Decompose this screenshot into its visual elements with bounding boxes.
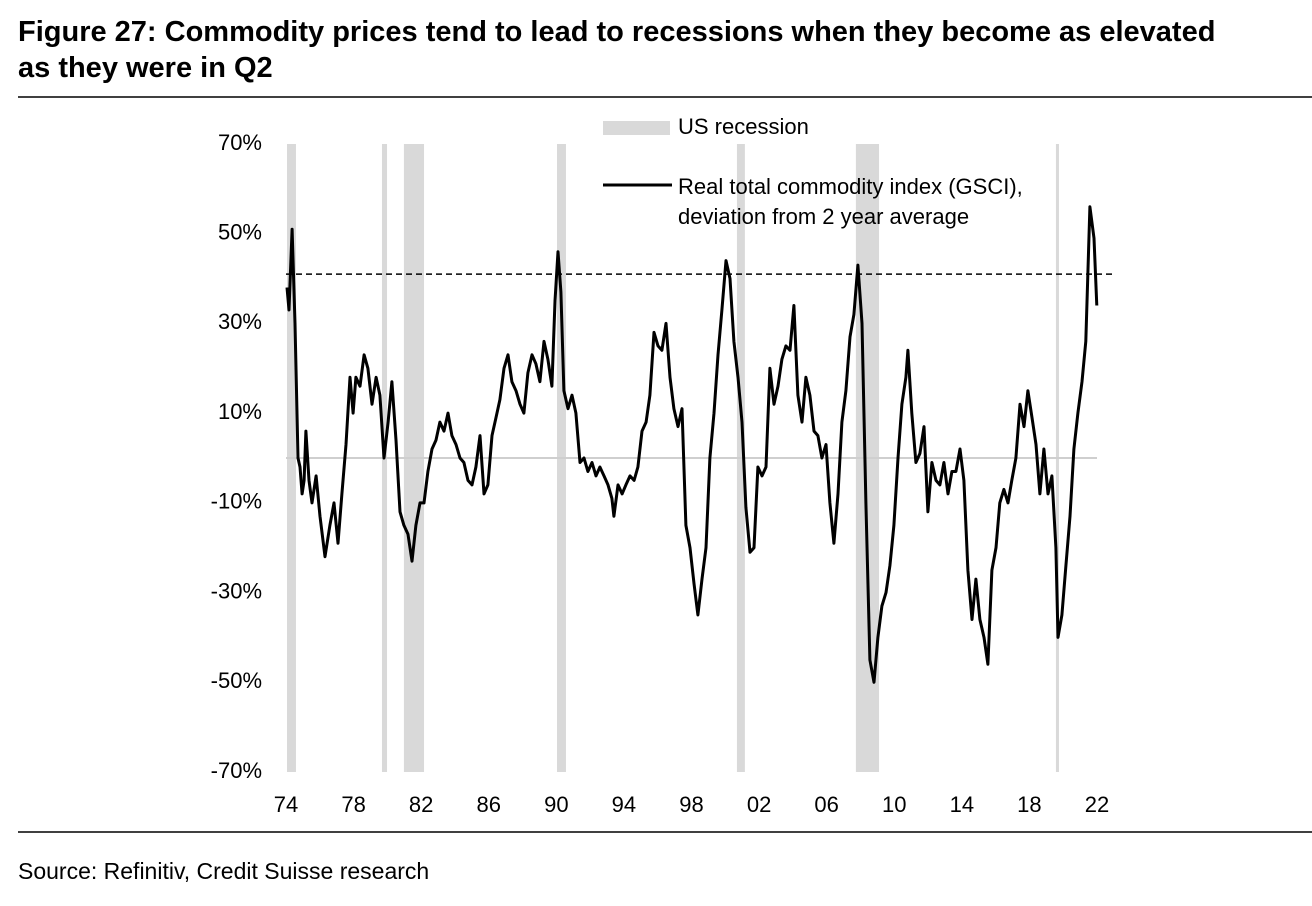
x-tick-label: 22 bbox=[1085, 792, 1109, 817]
y-tick-label: 50% bbox=[218, 220, 262, 245]
x-tick-label: 78 bbox=[341, 792, 365, 817]
x-tick-label: 06 bbox=[814, 792, 838, 817]
legend-recession: US recession bbox=[678, 114, 809, 139]
x-tick-label: 94 bbox=[612, 792, 636, 817]
y-tick-label: 30% bbox=[218, 309, 262, 334]
x-tick-label: 74 bbox=[274, 792, 298, 817]
y-tick-label: -30% bbox=[211, 578, 262, 603]
y-tick-label: -70% bbox=[211, 758, 262, 783]
y-tick-label: 70% bbox=[218, 130, 262, 155]
x-tick-label: 10 bbox=[882, 792, 906, 817]
y-tick-label: -50% bbox=[211, 668, 262, 693]
x-tick-label: 18 bbox=[1017, 792, 1041, 817]
x-tick-label: 98 bbox=[679, 792, 703, 817]
y-tick-label: 10% bbox=[218, 399, 262, 424]
x-tick-label: 02 bbox=[747, 792, 771, 817]
legend-series: Real total commodity index (GSCI), devia… bbox=[678, 174, 1023, 229]
chart-title: Figure 27: Commodity prices tend to lead… bbox=[18, 16, 1216, 84]
x-tick-label: 90 bbox=[544, 792, 568, 817]
x-tick-label: 82 bbox=[409, 792, 433, 817]
series-line bbox=[285, 205, 1099, 684]
source-note: Source: Refinitiv, Credit Suisse researc… bbox=[18, 858, 430, 884]
y-tick-label: -10% bbox=[211, 489, 262, 514]
legend-swatch-recession bbox=[603, 121, 670, 135]
x-tick-label: 14 bbox=[950, 792, 974, 817]
x-tick-label: 86 bbox=[477, 792, 501, 817]
